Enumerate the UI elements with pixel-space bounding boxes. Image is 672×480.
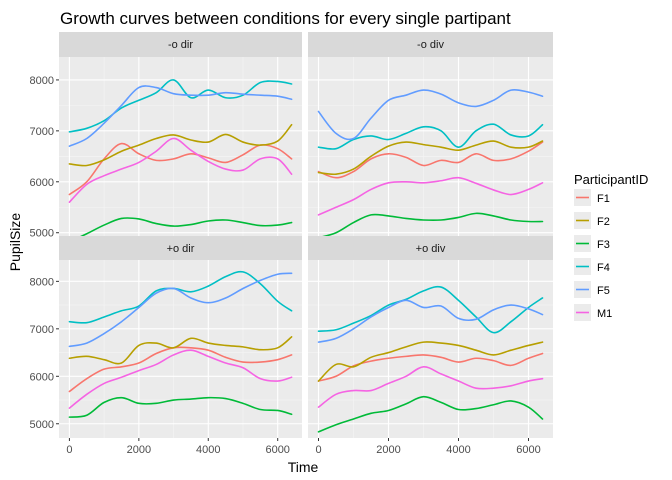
- facet-strip-label: -o dir: [168, 39, 193, 51]
- x-tick-label: 0: [315, 444, 321, 456]
- facet-panel: -o dir 5000 6000 7000 8000: [30, 32, 302, 248]
- facet-strip: [308, 32, 553, 57]
- facet-strip-label: +o dir: [167, 243, 195, 255]
- facet-panel: +o dir 5000 6000 7000 8000 0 2000 4000 6000: [30, 236, 302, 456]
- y-tick-label: 5000: [30, 419, 54, 431]
- series-line-f3: [317, 395, 544, 433]
- series-line-f2: [317, 140, 544, 176]
- legend-label: F1: [597, 193, 610, 205]
- facet-panels: -o dir 5000 6000 7000 8000 -o div +o dir 5000 60…: [30, 32, 553, 456]
- series-line-f2: [68, 123, 293, 167]
- facet-strip: [308, 236, 553, 260]
- legend-label: F2: [597, 216, 610, 228]
- legend-item: F1: [574, 189, 610, 206]
- panel-background: [308, 57, 553, 248]
- series-line-f4: [317, 285, 544, 334]
- series-line-f1: [68, 346, 293, 393]
- x-tick-label: 2000: [127, 444, 151, 456]
- legend-item: M1: [574, 304, 612, 321]
- facet-panel: -o div: [308, 32, 553, 248]
- legend-item: F5: [574, 281, 610, 298]
- series-line-f2: [68, 336, 293, 365]
- chart-title: Growth curves between conditions for eve…: [60, 9, 511, 28]
- legend-title: ParticipantID: [574, 172, 648, 187]
- y-axis-title: PupilSize: [7, 213, 23, 272]
- series-line-f1: [317, 141, 544, 179]
- x-tick-label: 0: [66, 444, 72, 456]
- legend-label: M1: [597, 308, 612, 320]
- x-tick-label: 4000: [196, 444, 220, 456]
- legend-label: F3: [597, 239, 610, 251]
- x-tick-label: 6000: [516, 444, 540, 456]
- y-tick-label: 6000: [30, 371, 54, 383]
- legend: ParticipantID F1 F2 F3 F4 F5 M1: [574, 172, 648, 321]
- series-line-f3: [68, 217, 293, 243]
- y-tick-label: 8000: [30, 75, 54, 87]
- legend-item: F3: [574, 235, 610, 252]
- y-tick-label: 7000: [30, 324, 54, 336]
- series-line-f2: [317, 341, 544, 382]
- series-line-f4: [68, 79, 293, 133]
- series-line-m1: [317, 365, 544, 408]
- legend-item: F2: [574, 212, 610, 229]
- series-line-f3: [317, 212, 544, 239]
- x-axis-title: Time: [288, 459, 319, 475]
- facet-strip-label: +o div: [416, 243, 446, 255]
- series-line-m1: [68, 349, 293, 409]
- facet-strip: [59, 236, 302, 260]
- y-tick-label: 6000: [30, 177, 54, 189]
- facet-strip: [59, 32, 302, 57]
- y-tick-label: 5000: [30, 228, 54, 240]
- series-line-f5: [68, 272, 293, 348]
- series-line-m1: [68, 137, 293, 203]
- series-line-f5: [317, 88, 544, 141]
- facet-panel: +o div 0 2000 4000 6000: [308, 236, 553, 456]
- y-tick-label: 7000: [30, 126, 54, 138]
- x-tick-label: 6000: [265, 444, 289, 456]
- facet-strip-label: -o div: [417, 39, 444, 51]
- y-tick-label: 8000: [30, 276, 54, 288]
- panel-background: [308, 260, 553, 438]
- x-tick-label: 4000: [446, 444, 470, 456]
- series-line-f1: [317, 352, 544, 382]
- series-line-m1: [317, 176, 544, 216]
- legend-item: F4: [574, 258, 610, 275]
- x-tick-label: 2000: [376, 444, 400, 456]
- series-line-f3: [68, 396, 293, 418]
- legend-label: F5: [597, 285, 610, 297]
- series-line-f4: [317, 123, 544, 150]
- legend-label: F4: [597, 262, 610, 274]
- series-line-f4: [68, 270, 293, 324]
- series-line-f5: [68, 85, 293, 147]
- series-line-f5: [317, 299, 544, 343]
- panel-background: [59, 57, 302, 248]
